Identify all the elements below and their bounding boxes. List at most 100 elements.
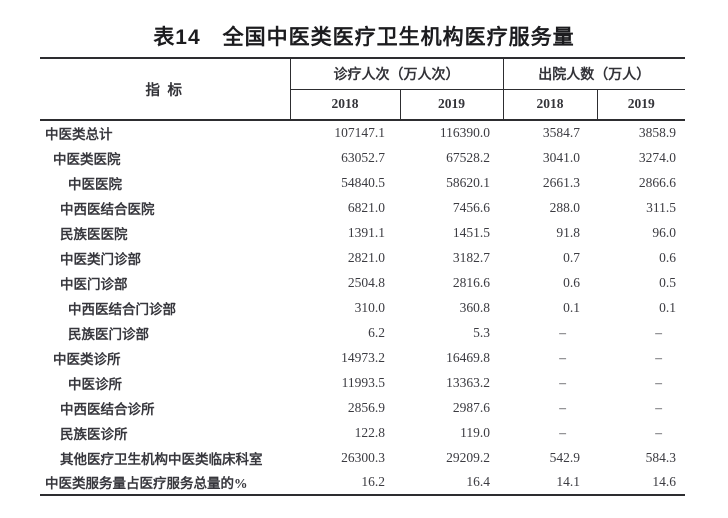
cell-value: 91.8 [556, 224, 580, 240]
year-header-discharge-2018: 2018 [503, 89, 598, 120]
cell-value: 0.1 [659, 299, 676, 315]
cell-value: 14973.2 [341, 349, 385, 365]
table-row: 中医类医院 63052.7 67528.2 3041.0 3274.0 [40, 145, 685, 170]
cell-value: 0.7 [563, 249, 580, 265]
cell-value: 16469.8 [446, 349, 490, 365]
table-row: 中医类门诊部 2821.0 3182.7 0.7 0.6 [40, 245, 685, 270]
cell-value: 16.2 [361, 474, 385, 489]
cell-value: 67528.2 [446, 149, 490, 165]
table-header: 指 标 诊疗人次（万人次） 出院人数（万人） 2018 2019 2018 20… [40, 58, 685, 120]
table-row: 民族医门诊部 6.2 5.3 – – [40, 320, 685, 345]
row-label: 中医医院 [68, 176, 122, 192]
cell-value: 0.1 [563, 299, 580, 315]
year-header-visits-2019: 2019 [400, 89, 504, 120]
table-row: 其他医疗卫生机构中医类临床科室 26300.3 29209.2 542.9 58… [40, 445, 685, 470]
row-label: 中医类总计 [45, 127, 113, 142]
cell-value: 122.8 [354, 424, 385, 440]
cell-value: 6821.0 [347, 199, 385, 215]
table-row: 中医诊所 11993.5 13363.2 – – [40, 370, 685, 395]
header-group-row: 指 标 诊疗人次（万人次） 出院人数（万人） [40, 58, 685, 120]
group-header-outpatient-visits: 诊疗人次（万人次） [290, 58, 504, 90]
cell-value: 3274.0 [638, 149, 676, 165]
cell-value: – [559, 324, 566, 340]
row-label: 中西医结合医院 [60, 201, 155, 217]
table-row: 中医医院 54840.5 58620.1 2661.3 2866.6 [40, 170, 685, 195]
row-label: 民族医门诊部 [68, 326, 149, 342]
cell-value: 542.9 [549, 449, 580, 465]
cell-value: 26300.3 [341, 449, 385, 465]
group-header-discharged-patients: 出院人数（万人） [503, 58, 685, 90]
cell-value: 7456.6 [452, 199, 490, 215]
table-row: 中西医结合门诊部 310.0 360.8 0.1 0.1 [40, 295, 685, 320]
table-row: 中医类总计 107147.1 116390.0 3584.7 3858.9 [40, 120, 685, 145]
table-title: 表14 全国中医类医疗卫生机构医疗服务量 [153, 26, 575, 49]
cell-value: – [655, 349, 662, 365]
table-row: 民族医诊所 122.8 119.0 – – [40, 420, 685, 445]
cell-value: 0.6 [659, 249, 676, 265]
year-header-discharge-2019: 2019 [627, 96, 655, 112]
cell-value: – [655, 324, 662, 340]
cell-value: 2816.6 [452, 274, 490, 290]
cell-value: 2987.6 [452, 399, 490, 415]
table-row: 中医类诊所 14973.2 16469.8 – – [40, 345, 685, 370]
row-label: 中西医结合门诊部 [68, 301, 176, 317]
cell-value: 311.5 [646, 199, 676, 215]
cell-value: – [559, 349, 566, 365]
cell-value: 14.6 [652, 474, 676, 489]
cell-value: 2866.6 [638, 174, 676, 190]
cell-value: 11993.5 [341, 374, 385, 390]
cell-value: 6.2 [368, 324, 385, 340]
row-label: 民族医诊所 [60, 426, 128, 442]
indicator-header: 指 标 [40, 58, 291, 120]
cell-value: 3584.7 [542, 125, 580, 140]
cell-value: 116390.0 [439, 125, 490, 140]
cell-value: – [655, 399, 662, 415]
table-row: 中医门诊部 2504.8 2816.6 0.6 0.5 [40, 270, 685, 295]
cell-value: 1391.1 [347, 224, 385, 240]
cell-value: 360.8 [459, 299, 490, 315]
cell-value: 2821.0 [347, 249, 385, 265]
cell-value: 63052.7 [341, 149, 385, 165]
cell-value: – [559, 374, 566, 390]
table-body: 中医类总计 107147.1 116390.0 3584.7 3858.9 中医… [40, 120, 685, 495]
cell-value: 14.1 [556, 474, 580, 489]
cell-value: – [559, 399, 566, 415]
cell-value: 3041.0 [542, 149, 580, 165]
cell-value: 54840.5 [341, 174, 385, 190]
row-label: 中医类医院 [53, 151, 121, 167]
cell-value: – [559, 424, 566, 440]
cell-value: 96.0 [652, 224, 676, 240]
cell-value: 2661.3 [542, 174, 580, 190]
table-row: 中医类服务量占医疗服务总量的% 16.2 16.4 14.1 14.6 [40, 470, 685, 495]
cell-value: 107147.1 [334, 125, 385, 140]
cell-value: 5.3 [473, 324, 490, 340]
row-label: 其他医疗卫生机构中医类临床科室 [60, 451, 263, 467]
cell-value: 3182.7 [452, 249, 490, 265]
table-row: 中西医结合医院 6821.0 7456.6 288.0 311.5 [40, 195, 685, 220]
row-label: 中医诊所 [68, 376, 122, 392]
cell-value: 2504.8 [347, 274, 385, 290]
table-row: 民族医医院 1391.1 1451.5 91.8 96.0 [40, 220, 685, 245]
cell-value: – [655, 374, 662, 390]
statistics-table: 指 标 诊疗人次（万人次） 出院人数（万人） 2018 2019 2018 20… [40, 57, 685, 496]
cell-value: 1451.5 [452, 224, 490, 240]
row-label: 中医类服务量占医疗服务总量的% [45, 476, 248, 491]
row-label: 中医门诊部 [60, 276, 128, 292]
cell-value: 29209.2 [446, 449, 490, 465]
table-row: 中西医结合诊所 2856.9 2987.6 – – [40, 395, 685, 420]
cell-value: 288.0 [549, 199, 580, 215]
row-label: 中医类门诊部 [60, 251, 141, 267]
cell-value: 119.0 [460, 424, 490, 440]
cell-value: – [655, 424, 662, 440]
cell-value: 58620.1 [446, 174, 490, 190]
cell-value: 3858.9 [638, 125, 676, 140]
cell-value: 13363.2 [446, 374, 490, 390]
header-year-row: 2018 2019 2018 2019 [40, 89, 685, 120]
row-label: 中医类诊所 [53, 351, 121, 367]
year-header-visits-2018: 2018 [290, 89, 401, 120]
row-label: 中西医结合诊所 [60, 401, 155, 417]
cell-value: 0.6 [563, 274, 580, 290]
cell-value: 310.0 [354, 299, 385, 315]
cell-value: 584.3 [645, 449, 676, 465]
